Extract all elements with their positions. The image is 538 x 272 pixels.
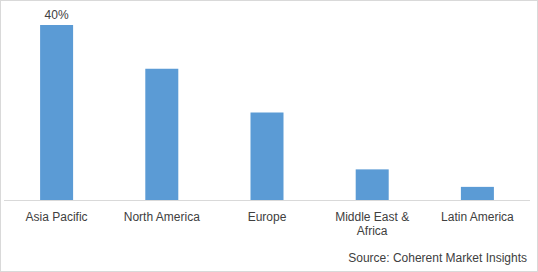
category-label-line: Africa [357,224,388,238]
frame [1,1,538,272]
bar [40,25,73,200]
category-label: Middle East &Africa [335,210,409,238]
category-label: Latin America [441,210,514,224]
chart: Asia Pacific North America Europe Middle Ea… [0,0,538,272]
category-label: Asia Pacific [26,210,88,224]
category-label: North America [124,210,200,224]
category-label-line: Middle East & [335,210,409,224]
baseline [4,200,530,201]
category-label: Europe [248,210,287,224]
bar [356,169,389,200]
bar [145,69,178,200]
bar [461,187,494,200]
bar [251,113,284,201]
bars [40,25,494,200]
source: Source: Coherent Market Insights [348,251,527,265]
data-label: 40% [45,8,69,22]
